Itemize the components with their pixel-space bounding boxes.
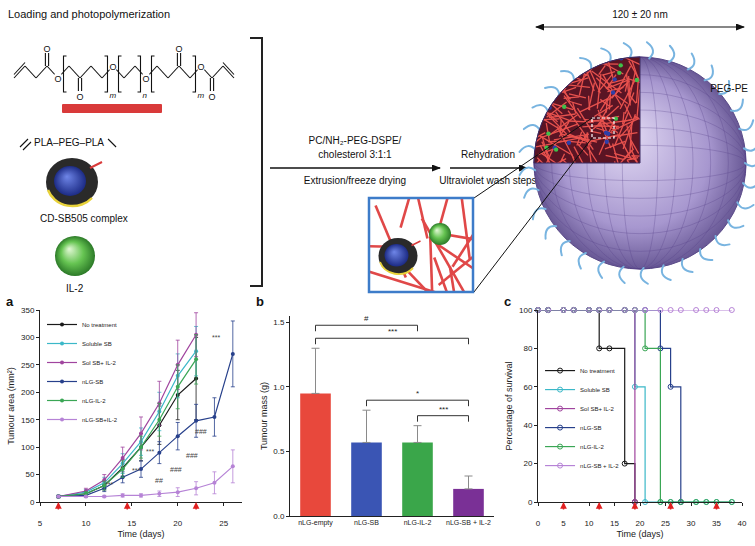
svg-text:25: 25 [661,519,670,528]
svg-text:15: 15 [127,519,136,528]
svg-text:40: 40 [738,519,747,528]
svg-text:60: 60 [523,383,532,392]
svg-text:100: 100 [519,306,533,315]
svg-text:###: ### [195,428,207,435]
svg-text:***: *** [439,405,448,414]
svg-text:No treatment: No treatment [82,322,117,328]
svg-text:nLG-SB+IL-2: nLG-SB+IL-2 [82,417,118,423]
svg-text:***: *** [105,481,113,488]
svg-text:O: O [142,74,149,84]
svg-text:20: 20 [173,519,182,528]
svg-text:Extrusion/freeze drying: Extrusion/freeze drying [304,175,406,186]
svg-text:20: 20 [636,519,645,528]
svg-text:#: # [364,314,369,323]
svg-text:Rehydration: Rehydration [461,149,515,160]
html-text:b: b [256,294,264,309]
svg-text:O: O [109,62,116,72]
svg-text:O: O [54,74,61,84]
svg-text:nLG-empty: nLG-empty [298,519,333,527]
html-text:c: c [504,294,512,309]
svg-text:IL-2: IL-2 [66,283,84,294]
svg-text:***: *** [388,327,397,336]
svg-text:nLG-IL-2: nLG-IL-2 [580,444,604,450]
svg-text:Time (days): Time (days) [616,529,663,539]
svg-text:80: 80 [523,344,532,353]
svg-text:O: O [43,44,50,54]
svg-text:*: * [416,389,419,398]
svg-text:250: 250 [21,361,35,370]
svg-text:120 ± 20 nm: 120 ± 20 nm [612,9,668,20]
svg-text:30: 30 [687,519,696,528]
svg-text:50: 50 [25,470,34,479]
svg-text:Soluble SB: Soluble SB [580,387,610,393]
svg-text:***: *** [146,448,154,455]
svg-text:1.0: 1.0 [273,383,285,392]
svg-text:m: m [110,91,117,100]
svg-text:1.5: 1.5 [273,318,285,327]
svg-text:Time (days): Time (days) [117,529,164,539]
svg-text:35: 35 [712,519,721,528]
svg-text:25: 25 [219,519,228,528]
svg-text:nLG-SB: nLG-SB [82,379,103,385]
svg-text:15: 15 [610,519,619,528]
svg-text:PC/NH₂-PEG-DSPE/: PC/NH₂-PEG-DSPE/ [309,135,402,146]
svg-text:5: 5 [38,519,43,528]
svg-text:Soluble SB: Soluble SB [82,341,112,347]
html-text:a: a [6,294,14,309]
svg-text:Loading and photopolymerizatio: Loading and photopolymerization [8,8,170,20]
svg-text:10: 10 [81,519,90,528]
svg-text:40: 40 [523,421,532,430]
svg-text:Tumour area (mm²): Tumour area (mm²) [6,367,16,445]
svg-text:***: *** [212,334,220,341]
svg-text:***: *** [132,467,140,474]
svg-text:###: ### [170,466,182,473]
svg-text:O: O [175,44,182,54]
svg-text:Sol SB+ IL-2: Sol SB+ IL-2 [82,360,117,366]
svg-text:O: O [76,92,83,102]
svg-text:100: 100 [21,443,35,452]
svg-text:200: 200 [21,388,35,397]
svg-text:CD-SB505 complex: CD-SB505 complex [40,213,128,224]
svg-text:Tumour mass (g): Tumour mass (g) [259,382,269,450]
svg-text:cholesterol 3:1:1: cholesterol 3:1:1 [318,149,392,160]
svg-text:Ultraviolet wash steps: Ultraviolet wash steps [439,175,536,186]
svg-text:nLG-SB + IL-2: nLG-SB + IL-2 [446,519,491,526]
svg-text:Sol SB+ IL-2: Sol SB+ IL-2 [580,406,615,412]
svg-text:10: 10 [585,519,594,528]
svg-text:###: ### [186,452,198,459]
svg-text:m: m [198,91,205,100]
svg-text:nLG-IL-2: nLG-IL-2 [82,398,106,404]
svg-text:300: 300 [21,333,35,342]
svg-text:nLG-SB: nLG-SB [580,425,601,431]
svg-text:PLA–PEG–PLA: PLA–PEG–PLA [34,137,104,148]
svg-text:0: 0 [528,498,533,507]
svg-text:0.0: 0.0 [273,512,285,521]
svg-text:0: 0 [30,498,35,507]
svg-text:Percentage of survival: Percentage of survival [504,361,514,450]
svg-text:350: 350 [21,306,35,315]
svg-text:No treatment: No treatment [580,368,615,374]
svg-text:n: n [143,91,148,100]
svg-text:5: 5 [561,519,566,528]
svg-text:##: ## [155,477,163,484]
svg-text:O: O [197,62,204,72]
svg-text:PEG-PE: PEG-PE [710,83,748,94]
svg-text:nLG-SB + IL-2: nLG-SB + IL-2 [580,463,619,469]
svg-text:0.5: 0.5 [273,447,285,456]
svg-text:nLG-SB: nLG-SB [354,519,379,526]
svg-text:20: 20 [523,459,532,468]
svg-text:nLG-IL-2: nLG-IL-2 [404,519,432,526]
svg-text:O: O [208,92,215,102]
svg-text:150: 150 [21,416,35,425]
svg-text:0: 0 [536,519,541,528]
